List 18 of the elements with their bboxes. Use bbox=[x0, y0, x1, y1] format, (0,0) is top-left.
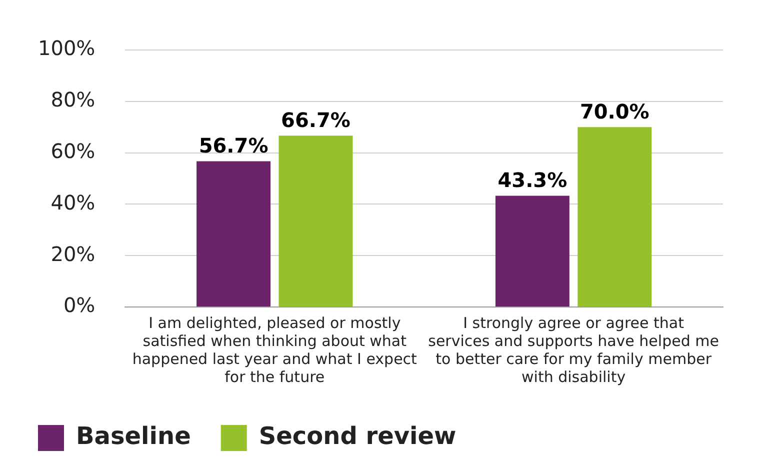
y-tick-label: 20% bbox=[50, 242, 96, 266]
x-tick-label: I am delighted, pleased or mostly satisfied when thinking about what happened last year and what I expect for the future bbox=[132, 314, 418, 386]
legend-label: Baseline bbox=[76, 422, 191, 450]
data-label: 70.0% bbox=[580, 99, 650, 124]
bar bbox=[578, 127, 652, 306]
y-tick-label: 40% bbox=[50, 190, 96, 214]
y-tick-label: 0% bbox=[63, 293, 96, 318]
y-tick-label: 100% bbox=[38, 36, 96, 60]
y-tick-label: 60% bbox=[50, 139, 96, 164]
legend-label: Second review bbox=[258, 422, 456, 450]
data-label: 56.7% bbox=[198, 133, 268, 158]
x-tick-label: I strongly agree or agree that services and supports have helped me to better care for my family member with disability bbox=[428, 314, 719, 386]
bar bbox=[495, 196, 570, 306]
y-tick-label: 80% bbox=[50, 88, 96, 112]
data-label: 66.7% bbox=[281, 108, 350, 132]
bar bbox=[278, 136, 353, 306]
bar bbox=[196, 161, 271, 306]
data-label: 43.3% bbox=[498, 168, 568, 192]
